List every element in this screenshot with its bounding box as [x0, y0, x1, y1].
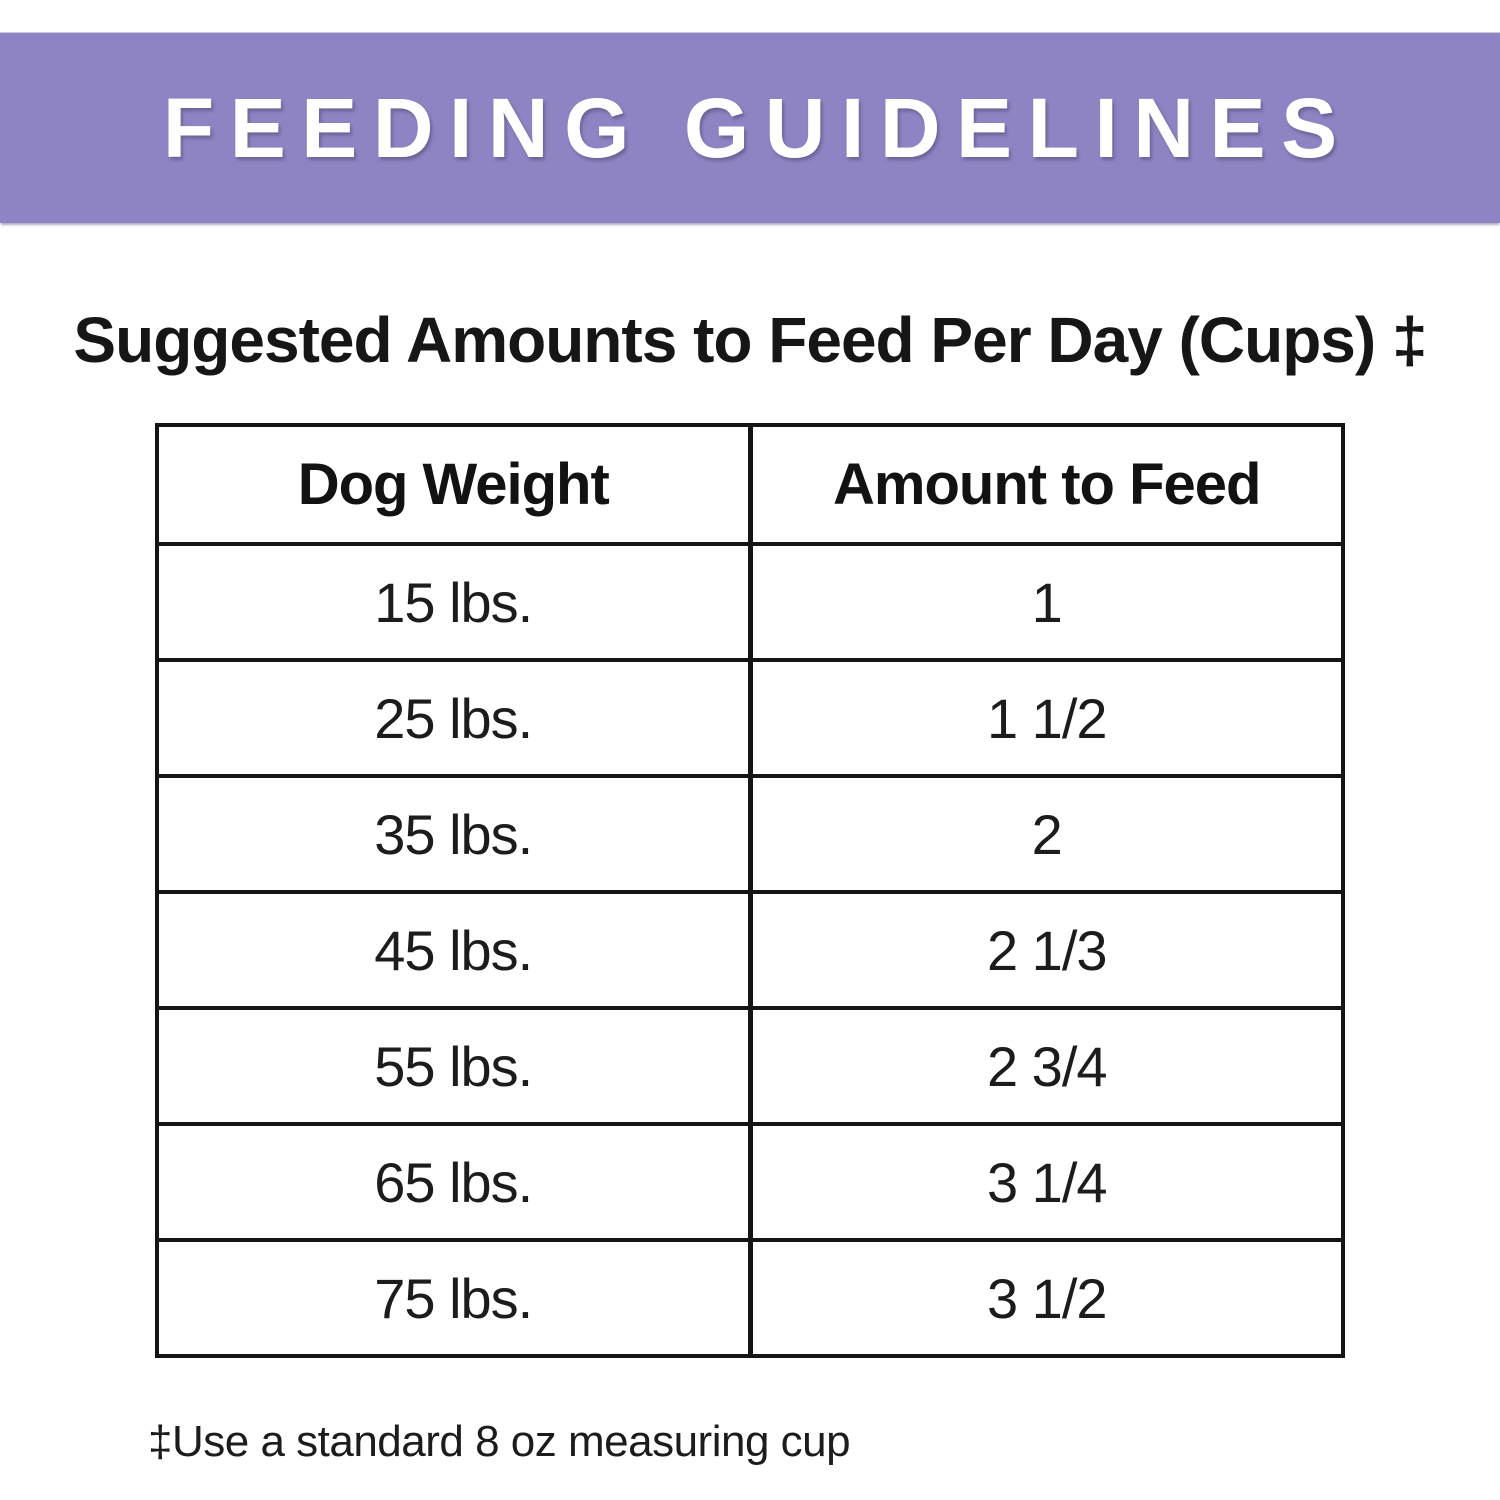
- table-row: 65 lbs. 3 1/4: [155, 1122, 1345, 1242]
- table-row: 25 lbs. 1 1/2: [155, 658, 1345, 778]
- feeding-guidelines-banner: FEEDING GUIDELINES: [0, 33, 1500, 223]
- amount-cell: 1 1/2: [747, 658, 1345, 778]
- table-header-row: Dog Weight Amount to Feed: [155, 423, 1345, 546]
- table-row: 35 lbs. 2: [155, 774, 1345, 894]
- table-row: 45 lbs. 2 1/3: [155, 890, 1345, 1010]
- dog-weight-cell: 75 lbs.: [155, 1238, 752, 1358]
- amount-cell: 3 1/2: [747, 1238, 1345, 1358]
- dog-weight-cell: 65 lbs.: [155, 1122, 752, 1242]
- table-row: 55 lbs. 2 3/4: [155, 1006, 1345, 1126]
- banner-title: FEEDING GUIDELINES: [162, 80, 1353, 175]
- column-header-dog-weight: Dog Weight: [155, 423, 752, 546]
- dog-weight-cell: 25 lbs.: [155, 658, 752, 778]
- amount-cell: 2 3/4: [747, 1006, 1345, 1126]
- table-row: 75 lbs. 3 1/2: [155, 1238, 1345, 1358]
- dog-weight-cell: 15 lbs.: [155, 542, 752, 662]
- amount-cell: 2 1/3: [747, 890, 1345, 1010]
- measuring-cup-footnote: ‡Use a standard 8 oz measuring cup: [148, 1417, 851, 1466]
- page-title: Suggested Amounts to Feed Per Day (Cups)…: [73, 304, 1427, 376]
- dog-weight-cell: 45 lbs.: [155, 890, 752, 1010]
- amount-cell: 2: [747, 774, 1345, 894]
- amount-cell: 1: [747, 542, 1345, 662]
- dog-weight-cell: 35 lbs.: [155, 774, 752, 894]
- feeding-table: Dog Weight Amount to Feed 15 lbs. 1 25 l…: [155, 423, 1345, 1358]
- table-row: 15 lbs. 1: [155, 542, 1345, 662]
- amount-cell: 3 1/4: [747, 1122, 1345, 1242]
- column-header-amount-to-feed: Amount to Feed: [747, 423, 1345, 546]
- dog-weight-cell: 55 lbs.: [155, 1006, 752, 1126]
